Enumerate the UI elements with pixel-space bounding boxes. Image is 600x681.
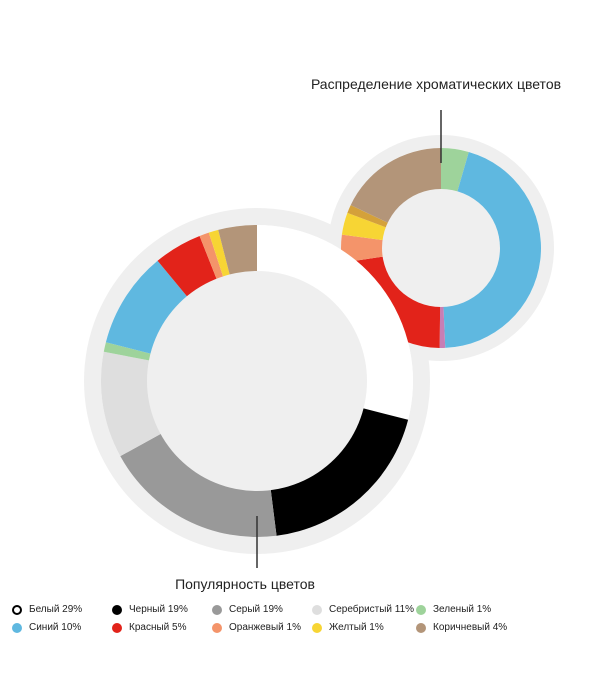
legend-label: Красный 5% xyxy=(129,622,187,633)
legend-item: Зеленый 1% xyxy=(416,604,516,615)
legend-swatch xyxy=(312,622,322,633)
chromatic-slice-6 xyxy=(347,205,390,228)
legend-item: Коричневый 4% xyxy=(416,622,516,633)
legend-swatch xyxy=(416,622,426,633)
chromatic-slice-2 xyxy=(439,304,446,348)
legend-item: Красный 5% xyxy=(112,622,212,633)
legend-item: Оранжевый 1% xyxy=(212,622,312,633)
chromatic-slice-7 xyxy=(350,148,441,224)
legend-swatch xyxy=(112,622,122,633)
chromatic-slice-5 xyxy=(341,212,388,241)
popularity-slice-0 xyxy=(257,225,413,420)
popularity-slice-6 xyxy=(157,235,218,298)
legend-label: Зеленый 1% xyxy=(433,604,492,615)
legend-label: Оранжевый 1% xyxy=(229,622,301,633)
legend-label: Белый 29% xyxy=(29,604,83,615)
legend-swatch xyxy=(212,622,222,633)
legend-item: Серый 19% xyxy=(212,604,312,615)
popularity-slice-8 xyxy=(208,229,231,279)
legend-item: Синий 10% xyxy=(12,622,112,633)
popularity-slice-5 xyxy=(105,260,189,355)
color-popularity-donut xyxy=(101,225,413,537)
popularity-chart-title: Популярность цветов xyxy=(175,576,315,592)
legend-label: Коричневый 4% xyxy=(433,622,508,633)
popularity-slice-1 xyxy=(270,407,409,536)
legend-label: Серый 19% xyxy=(229,604,283,615)
legend-item: Серебристый 11% xyxy=(312,604,416,615)
chromatic-slice-4 xyxy=(341,234,385,263)
legend-label: Желтый 1% xyxy=(329,622,384,633)
legend-swatch xyxy=(416,604,426,615)
legend-item: Белый 29% xyxy=(12,604,112,615)
chromatic-slice-0 xyxy=(441,148,469,194)
legend-label: Серебристый 11% xyxy=(329,604,415,615)
popularity-slice-9 xyxy=(218,225,257,277)
popularity-slice-7 xyxy=(199,232,224,281)
legend-item: Желтый 1% xyxy=(312,622,416,633)
legend-label: Черный 19% xyxy=(129,604,188,615)
popularity-slice-2 xyxy=(120,433,277,537)
legend-swatch xyxy=(112,604,122,615)
popularity-slice-3 xyxy=(101,351,163,457)
legend-label: Синий 10% xyxy=(29,622,82,633)
big-donut-hole xyxy=(147,271,367,491)
legend-swatch xyxy=(312,604,322,615)
legend-item: Черный 19% xyxy=(112,604,212,615)
popularity-slice-4 xyxy=(103,342,153,361)
chromatic-chart-title: Распределение хроматических цветов xyxy=(311,76,561,92)
legend-swatch xyxy=(12,604,22,615)
small-donut-hole xyxy=(382,189,500,307)
legend-swatch xyxy=(212,604,222,615)
chart-legend: Белый 29% Черный 19% Серый 19% Серебристый … xyxy=(12,604,592,633)
legend-swatch xyxy=(12,622,22,633)
